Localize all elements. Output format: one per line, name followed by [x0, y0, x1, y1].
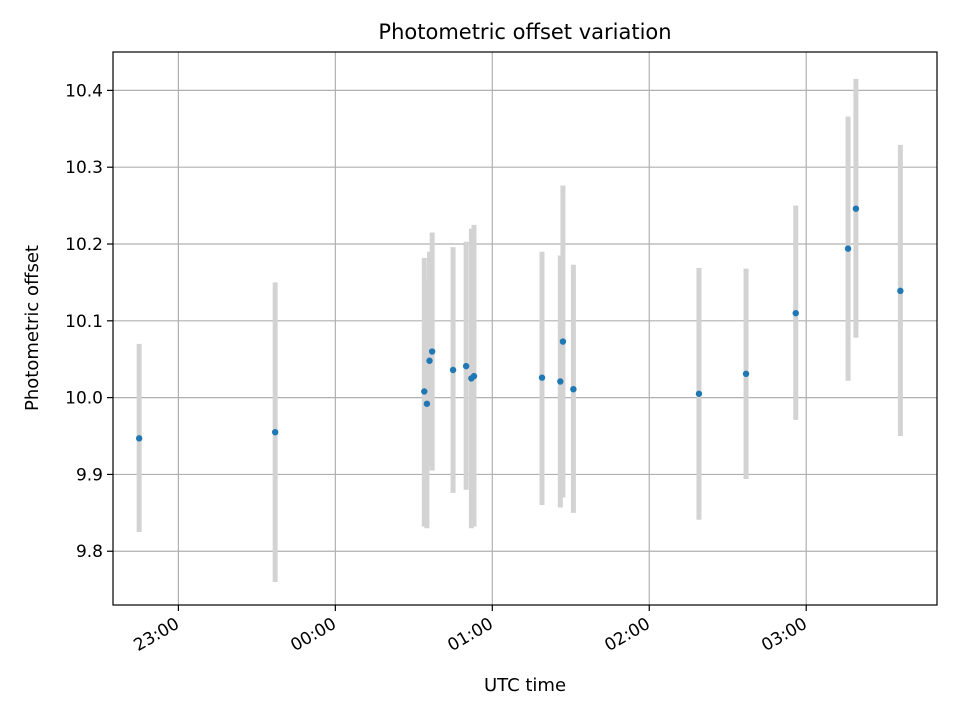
y-tick-label: 10.4 — [65, 81, 103, 101]
y-tick-label: 10.2 — [65, 235, 103, 255]
y-tick-label: 10.0 — [65, 389, 103, 409]
y-axis-title: Photometric offset — [22, 245, 43, 411]
data-points — [135, 205, 904, 442]
data-point — [570, 385, 577, 393]
data-point — [426, 357, 433, 364]
y-axis-ticks: 9.8 9.9 10.0 10.1 10.2 10.3 10.4 — [65, 81, 113, 562]
data-point — [428, 348, 436, 355]
grid-lines — [113, 52, 937, 605]
data-point — [559, 338, 567, 345]
data-point — [470, 372, 478, 380]
data-point — [897, 287, 904, 295]
y-tick-label: 10.1 — [65, 312, 103, 332]
data-point — [742, 370, 750, 378]
data-point — [852, 205, 860, 212]
data-point — [423, 400, 431, 407]
data-point — [462, 362, 470, 370]
y-tick-label: 9.9 — [76, 465, 103, 485]
data-point — [271, 428, 279, 436]
data-point — [557, 378, 564, 385]
x-axis-title: UTC time — [484, 675, 566, 696]
data-point — [844, 245, 852, 252]
data-point — [792, 309, 799, 317]
data-point — [449, 366, 457, 374]
data-point — [135, 435, 143, 442]
y-tick-label: 10.3 — [65, 158, 103, 178]
chart-title: Photometric offset variation — [378, 20, 671, 44]
data-point — [421, 388, 428, 395]
data-point — [538, 374, 546, 381]
data-point — [695, 390, 703, 397]
y-tick-label: 9.8 — [76, 542, 103, 562]
plot-frame — [112, 51, 938, 606]
